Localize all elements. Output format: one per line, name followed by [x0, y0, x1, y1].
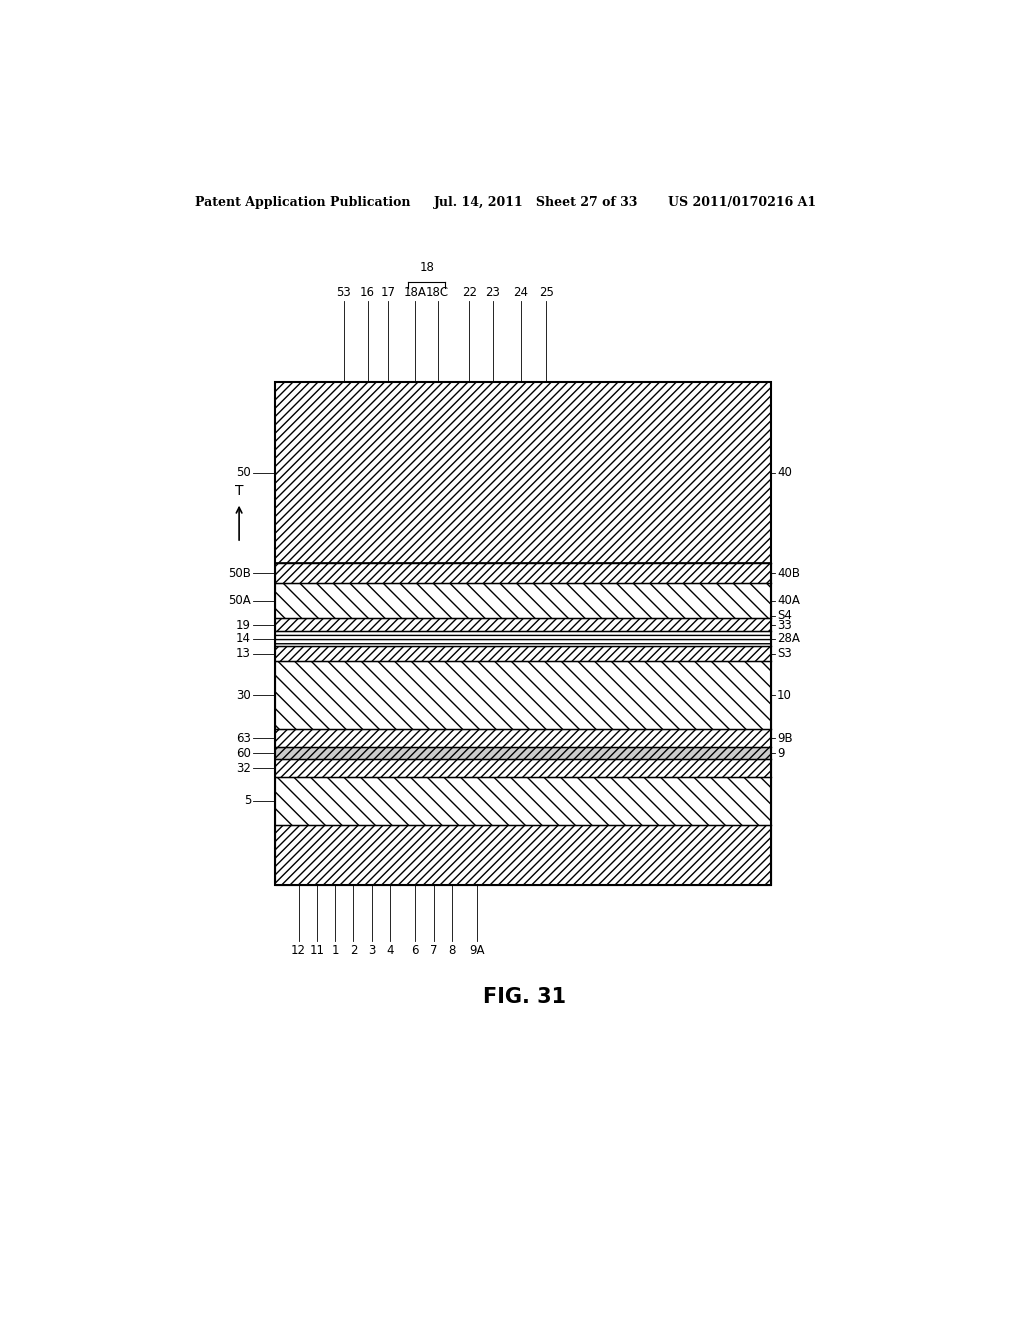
Text: 13: 13 [237, 647, 251, 660]
Bar [274, 381, 771, 564]
Bar [274, 661, 771, 729]
Text: 9A: 9A [469, 944, 485, 957]
Text: 2: 2 [349, 944, 357, 957]
Text: 5: 5 [244, 795, 251, 807]
Text: S4: S4 [777, 610, 792, 623]
Text: 17: 17 [381, 285, 396, 298]
Text: 4: 4 [386, 944, 393, 957]
Text: 6: 6 [412, 944, 419, 957]
Text: 16: 16 [360, 285, 375, 298]
Text: Patent Application Publication: Patent Application Publication [196, 195, 411, 209]
Text: S3: S3 [777, 647, 792, 660]
Bar [274, 631, 771, 647]
Text: 19: 19 [236, 619, 251, 631]
Text: 24: 24 [513, 285, 528, 298]
Text: 40: 40 [777, 466, 792, 479]
Text: 10: 10 [777, 689, 792, 702]
Text: 1: 1 [332, 944, 339, 957]
Text: 23: 23 [485, 285, 501, 298]
Text: 40B: 40B [777, 566, 800, 579]
Text: 18C: 18C [426, 285, 450, 298]
Bar [274, 777, 771, 825]
Text: 50: 50 [237, 466, 251, 479]
Bar [274, 381, 771, 886]
Text: US 2011/0170216 A1: US 2011/0170216 A1 [668, 195, 816, 209]
Bar [274, 564, 771, 583]
Bar [274, 825, 771, 886]
Bar [274, 619, 771, 631]
Text: 33: 33 [777, 619, 792, 631]
Text: 60: 60 [237, 747, 251, 760]
Text: 9: 9 [777, 747, 784, 760]
Text: 50A: 50A [228, 594, 251, 607]
Text: 30: 30 [237, 689, 251, 702]
Text: 18A: 18A [403, 285, 427, 298]
Text: Jul. 14, 2011   Sheet 27 of 33: Jul. 14, 2011 Sheet 27 of 33 [433, 195, 638, 209]
Text: T: T [234, 483, 244, 498]
Text: 8: 8 [449, 944, 456, 957]
Text: 14: 14 [236, 632, 251, 645]
Text: 9B: 9B [777, 731, 793, 744]
Text: 3: 3 [368, 944, 376, 957]
Text: 32: 32 [237, 762, 251, 775]
Text: 22: 22 [462, 285, 477, 298]
Text: 28A: 28A [777, 632, 800, 645]
Text: 63: 63 [237, 731, 251, 744]
Text: 40A: 40A [777, 594, 800, 607]
Text: 25: 25 [539, 285, 554, 298]
Text: 53: 53 [337, 285, 351, 298]
Bar [274, 747, 771, 759]
Text: 7: 7 [430, 944, 437, 957]
Text: 12: 12 [291, 944, 306, 957]
Bar [274, 583, 771, 619]
Bar [274, 759, 771, 777]
Text: 18: 18 [420, 261, 434, 275]
Bar [274, 647, 771, 661]
Bar [274, 729, 771, 747]
Text: 50B: 50B [228, 566, 251, 579]
Text: FIG. 31: FIG. 31 [483, 987, 566, 1007]
Text: 11: 11 [309, 944, 325, 957]
